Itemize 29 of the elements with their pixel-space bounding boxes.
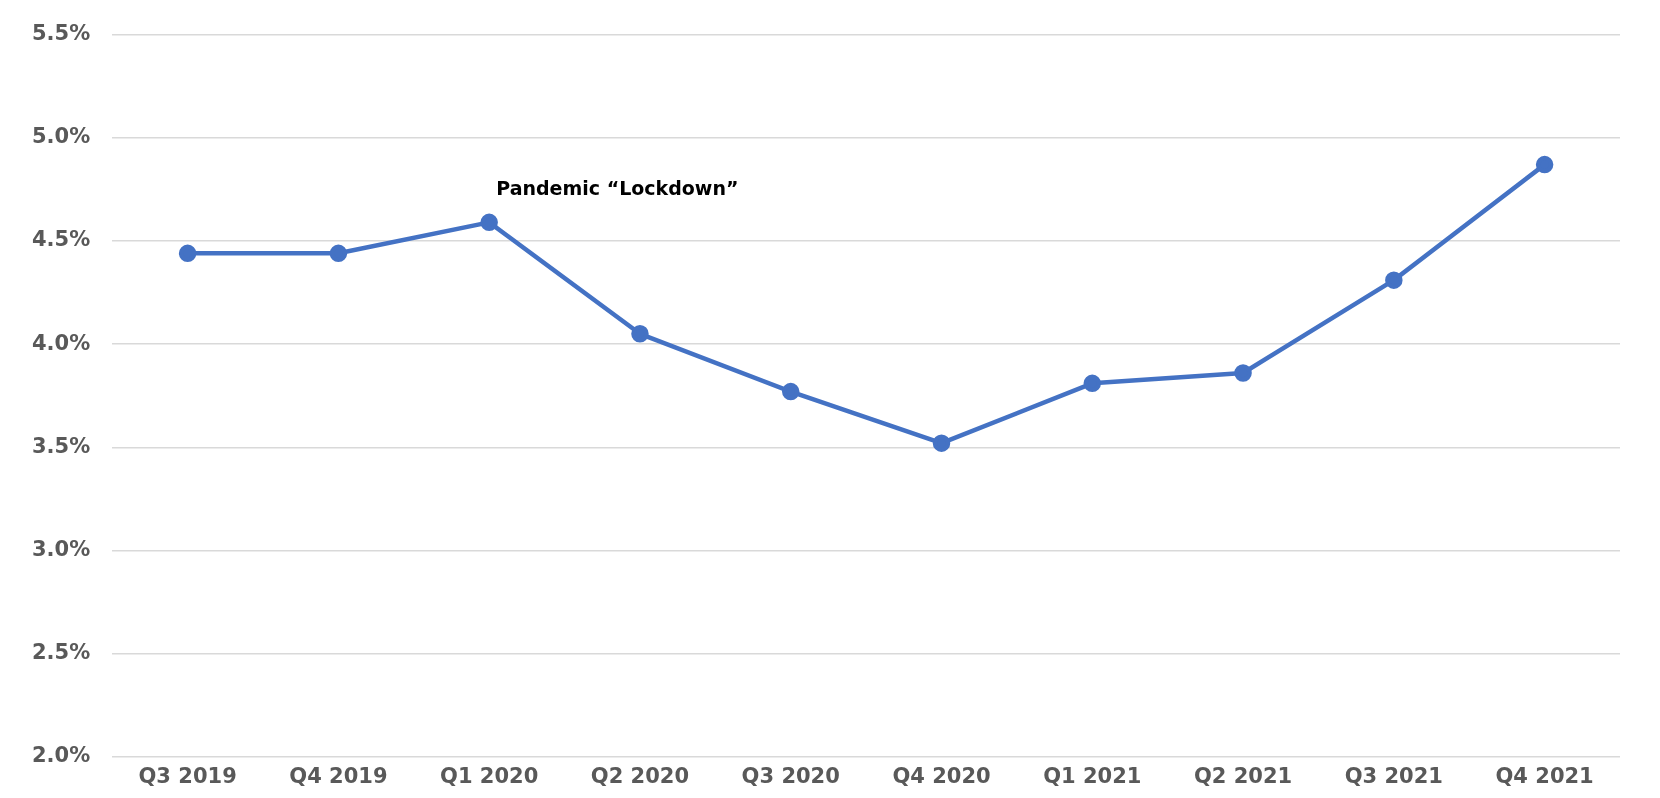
y-tick-label: 5.0%	[31, 124, 91, 149]
x-tick-label: Q3 2021	[1344, 763, 1443, 788]
y-tick-label: 2.0%	[31, 743, 91, 768]
point	[1385, 271, 1403, 289]
x-tick-label: Q4 2019	[289, 763, 388, 788]
y-tick-label: 3.0%	[31, 536, 91, 561]
point	[1234, 364, 1252, 382]
y-tick-label: 4.5%	[31, 227, 91, 252]
y-tick-label: 4.0%	[31, 330, 91, 355]
y-tick-label: 5.5%	[31, 21, 91, 46]
x-tick-label: Q3 2020	[741, 763, 840, 788]
annotation: Pandemic “Lockdown”	[496, 176, 739, 199]
y-tick-label: 3.5%	[31, 433, 91, 458]
x-tick-label: Q4 2020	[892, 763, 991, 788]
x-tick-label: Q1 2020	[440, 763, 539, 788]
x-tick-label: Q2 2021	[1193, 763, 1293, 788]
x-tick-label: Q1 2021	[1043, 763, 1142, 788]
point	[932, 434, 951, 452]
point	[1535, 155, 1554, 174]
point	[480, 213, 498, 232]
point	[1083, 374, 1102, 393]
point	[178, 244, 197, 263]
y-tick-label: 2.5%	[31, 640, 91, 665]
point	[631, 325, 649, 343]
point	[329, 244, 348, 263]
x-tick-label: Q2 2020	[590, 763, 690, 788]
x-tick-label: Q3 2019	[138, 763, 237, 788]
x-tick-label: Q4 2021	[1495, 763, 1594, 788]
point	[781, 382, 800, 401]
